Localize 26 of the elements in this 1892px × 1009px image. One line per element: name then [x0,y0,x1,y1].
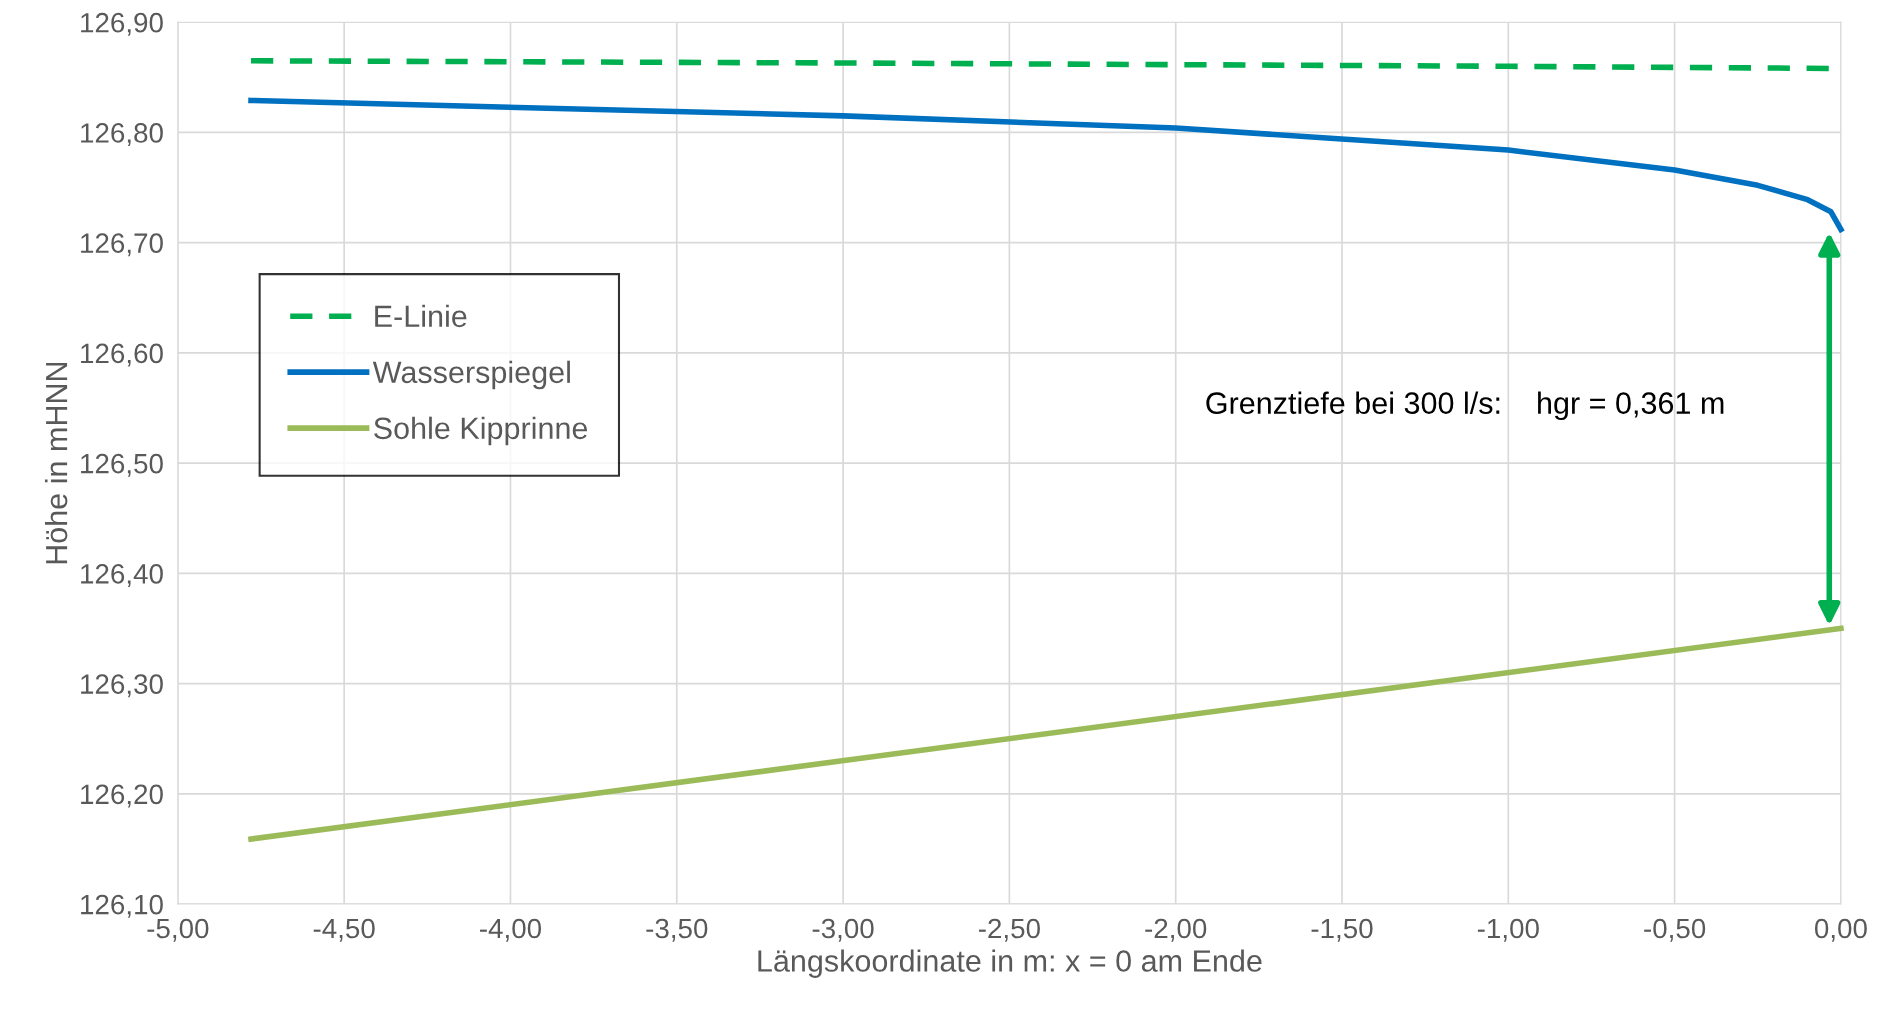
x-tick-label: 0,00 [1814,918,1867,942]
y-tick-label: 126,20 [81,784,163,808]
legend-label: E-Linie [375,304,467,328]
y-tick-label: 126,30 [81,674,163,698]
y-tick-label: 126,70 [81,233,163,257]
x-tick-label: -1,00 [1477,918,1539,942]
x-tick-label: -0,50 [1644,918,1706,942]
x-tick-label: -1,50 [1311,918,1373,942]
legend-label: Wasserspiegel [372,360,570,390]
x-tick-label: -2,00 [1145,918,1207,942]
y-tick-label: 126,40 [81,564,163,587]
x-tick-label: -4,50 [313,918,375,942]
x-tick-label: -5,00 [147,918,209,942]
x-tick-label: -3,50 [646,918,708,942]
legend-label: Sohle Kipprinne [374,416,588,446]
y-tick-label: 126,80 [81,123,163,147]
y-tick-label: 126,60 [81,343,163,367]
y-tick-label: 126,10 [81,894,163,918]
x-tick-label: -3,00 [812,918,874,942]
annotation: Grenztiefe bei 300 l/s: hgr = 0,361 m [1206,391,1724,421]
x-tick-label: -4,00 [480,918,542,942]
y-tick-label: 126,50 [81,453,163,477]
x-tick-label: -2,50 [978,918,1040,942]
x-axis-title: Längskoordinate in m: x = 0 am Ende [758,949,1262,978]
y-tick-label: 126,90 [81,12,163,36]
y-axis-title: Höhe in mHNN [44,362,68,564]
